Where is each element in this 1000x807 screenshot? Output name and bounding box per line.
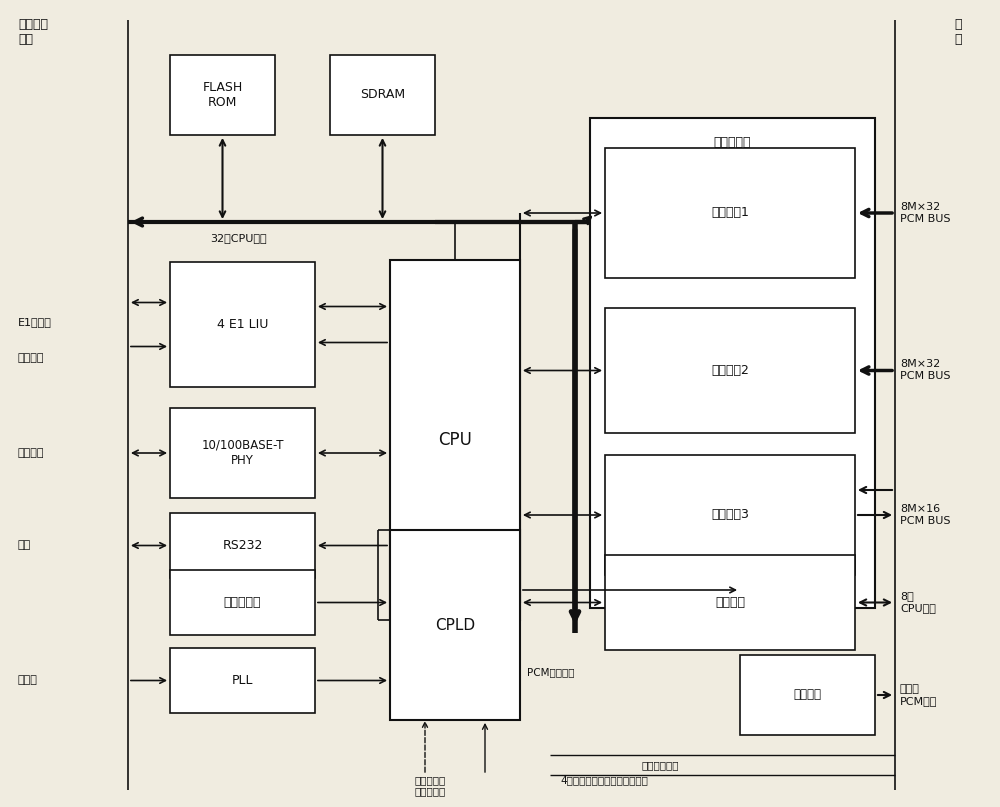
Text: PCM系统时钟: PCM系统时钟 bbox=[527, 667, 574, 677]
Text: 外时钟: 外时钟 bbox=[18, 675, 38, 685]
Text: 8M×32
PCM BUS: 8M×32 PCM BUS bbox=[900, 359, 950, 381]
Text: 8位
CPU总线: 8位 CPU总线 bbox=[900, 592, 936, 613]
Text: RS232: RS232 bbox=[222, 539, 263, 552]
Text: FLASH
ROM: FLASH ROM bbox=[202, 81, 243, 109]
Text: 交换矩阵3: 交换矩阵3 bbox=[711, 508, 749, 521]
Text: 背
板: 背 板 bbox=[954, 18, 962, 46]
Bar bbox=[605, 555, 855, 650]
Bar bbox=[170, 570, 315, 635]
Text: 风扇监测信号: 风扇监测信号 bbox=[641, 760, 679, 770]
Bar bbox=[170, 55, 275, 135]
Text: 系统外部
接口: 系统外部 接口 bbox=[18, 18, 48, 46]
Text: 4 E1 LIU: 4 E1 LIU bbox=[217, 318, 268, 331]
Text: 外时钟口: 外时钟口 bbox=[18, 353, 44, 363]
Text: 交换矩阵组: 交换矩阵组 bbox=[714, 136, 751, 149]
Text: 32位CPU总线: 32位CPU总线 bbox=[210, 233, 267, 243]
Bar bbox=[390, 260, 520, 620]
Bar bbox=[605, 308, 855, 433]
Text: 串口: 串口 bbox=[18, 540, 31, 550]
Text: CPLD: CPLD bbox=[435, 617, 475, 633]
Text: 接口板
PCM时钟: 接口板 PCM时钟 bbox=[900, 684, 937, 706]
Bar bbox=[170, 408, 315, 498]
Bar bbox=[170, 513, 315, 578]
Text: 以太网口: 以太网口 bbox=[18, 448, 44, 458]
Text: SDRAM: SDRAM bbox=[360, 89, 405, 102]
Text: PLL: PLL bbox=[232, 674, 253, 687]
Text: 时钟驱动: 时钟驱动 bbox=[794, 688, 822, 701]
Bar bbox=[390, 530, 520, 720]
Text: 10/100BASE-T
PHY: 10/100BASE-T PHY bbox=[201, 439, 284, 467]
Text: CPU: CPU bbox=[438, 431, 472, 449]
Bar bbox=[170, 648, 315, 713]
Bar bbox=[605, 148, 855, 278]
Text: E1控制口: E1控制口 bbox=[18, 317, 52, 327]
Bar bbox=[330, 55, 435, 135]
Bar bbox=[590, 118, 875, 608]
Text: 总线驱动: 总线驱动 bbox=[715, 596, 745, 609]
Text: 8M×32
PCM BUS: 8M×32 PCM BUS bbox=[900, 203, 950, 224]
Text: 8M×16
PCM BUS: 8M×16 PCM BUS bbox=[900, 504, 950, 526]
Bar bbox=[170, 262, 315, 387]
Text: 4路线路接口板恢复的线路时钟: 4路线路接口板恢复的线路时钟 bbox=[560, 775, 648, 785]
Text: 交换矩阵2: 交换矩阵2 bbox=[711, 364, 749, 377]
Bar bbox=[605, 455, 855, 575]
Bar bbox=[740, 655, 875, 735]
Text: 温度传感器: 温度传感器 bbox=[224, 596, 261, 609]
Text: 交换矩阵1: 交换矩阵1 bbox=[711, 207, 749, 220]
Text: 控制板提取
的线路时钟: 控制板提取 的线路时钟 bbox=[414, 775, 446, 797]
